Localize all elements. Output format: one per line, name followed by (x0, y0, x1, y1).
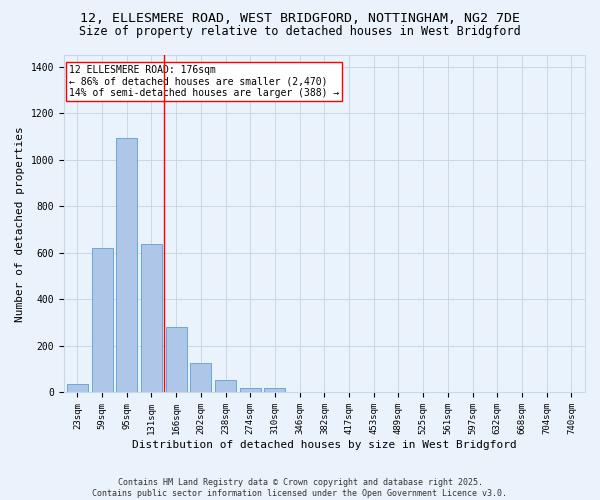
Y-axis label: Number of detached properties: Number of detached properties (15, 126, 25, 322)
Bar (116, 138, 137, 392)
Text: 12, ELLESMERE ROAD, WEST BRIDGFORD, NOTTINGHAM, NG2 7DE: 12, ELLESMERE ROAD, WEST BRIDGFORD, NOTT… (80, 12, 520, 26)
Text: Size of property relative to detached houses in West Bridgford: Size of property relative to detached ho… (79, 25, 521, 38)
Text: 12 ELLESMERE ROAD: 176sqm
← 86% of detached houses are smaller (2,470)
14% of se: 12 ELLESMERE ROAD: 176sqm ← 86% of detac… (69, 65, 339, 98)
X-axis label: Distribution of detached houses by size in West Bridgford: Distribution of detached houses by size … (132, 440, 517, 450)
Bar (215, 380, 236, 392)
Bar (141, 244, 162, 392)
Bar (92, 248, 113, 392)
Bar (240, 388, 261, 392)
Bar (67, 384, 88, 392)
Text: Contains HM Land Registry data © Crown copyright and database right 2025.
Contai: Contains HM Land Registry data © Crown c… (92, 478, 508, 498)
Bar (265, 388, 286, 392)
Bar (190, 364, 211, 392)
Bar (166, 328, 187, 392)
